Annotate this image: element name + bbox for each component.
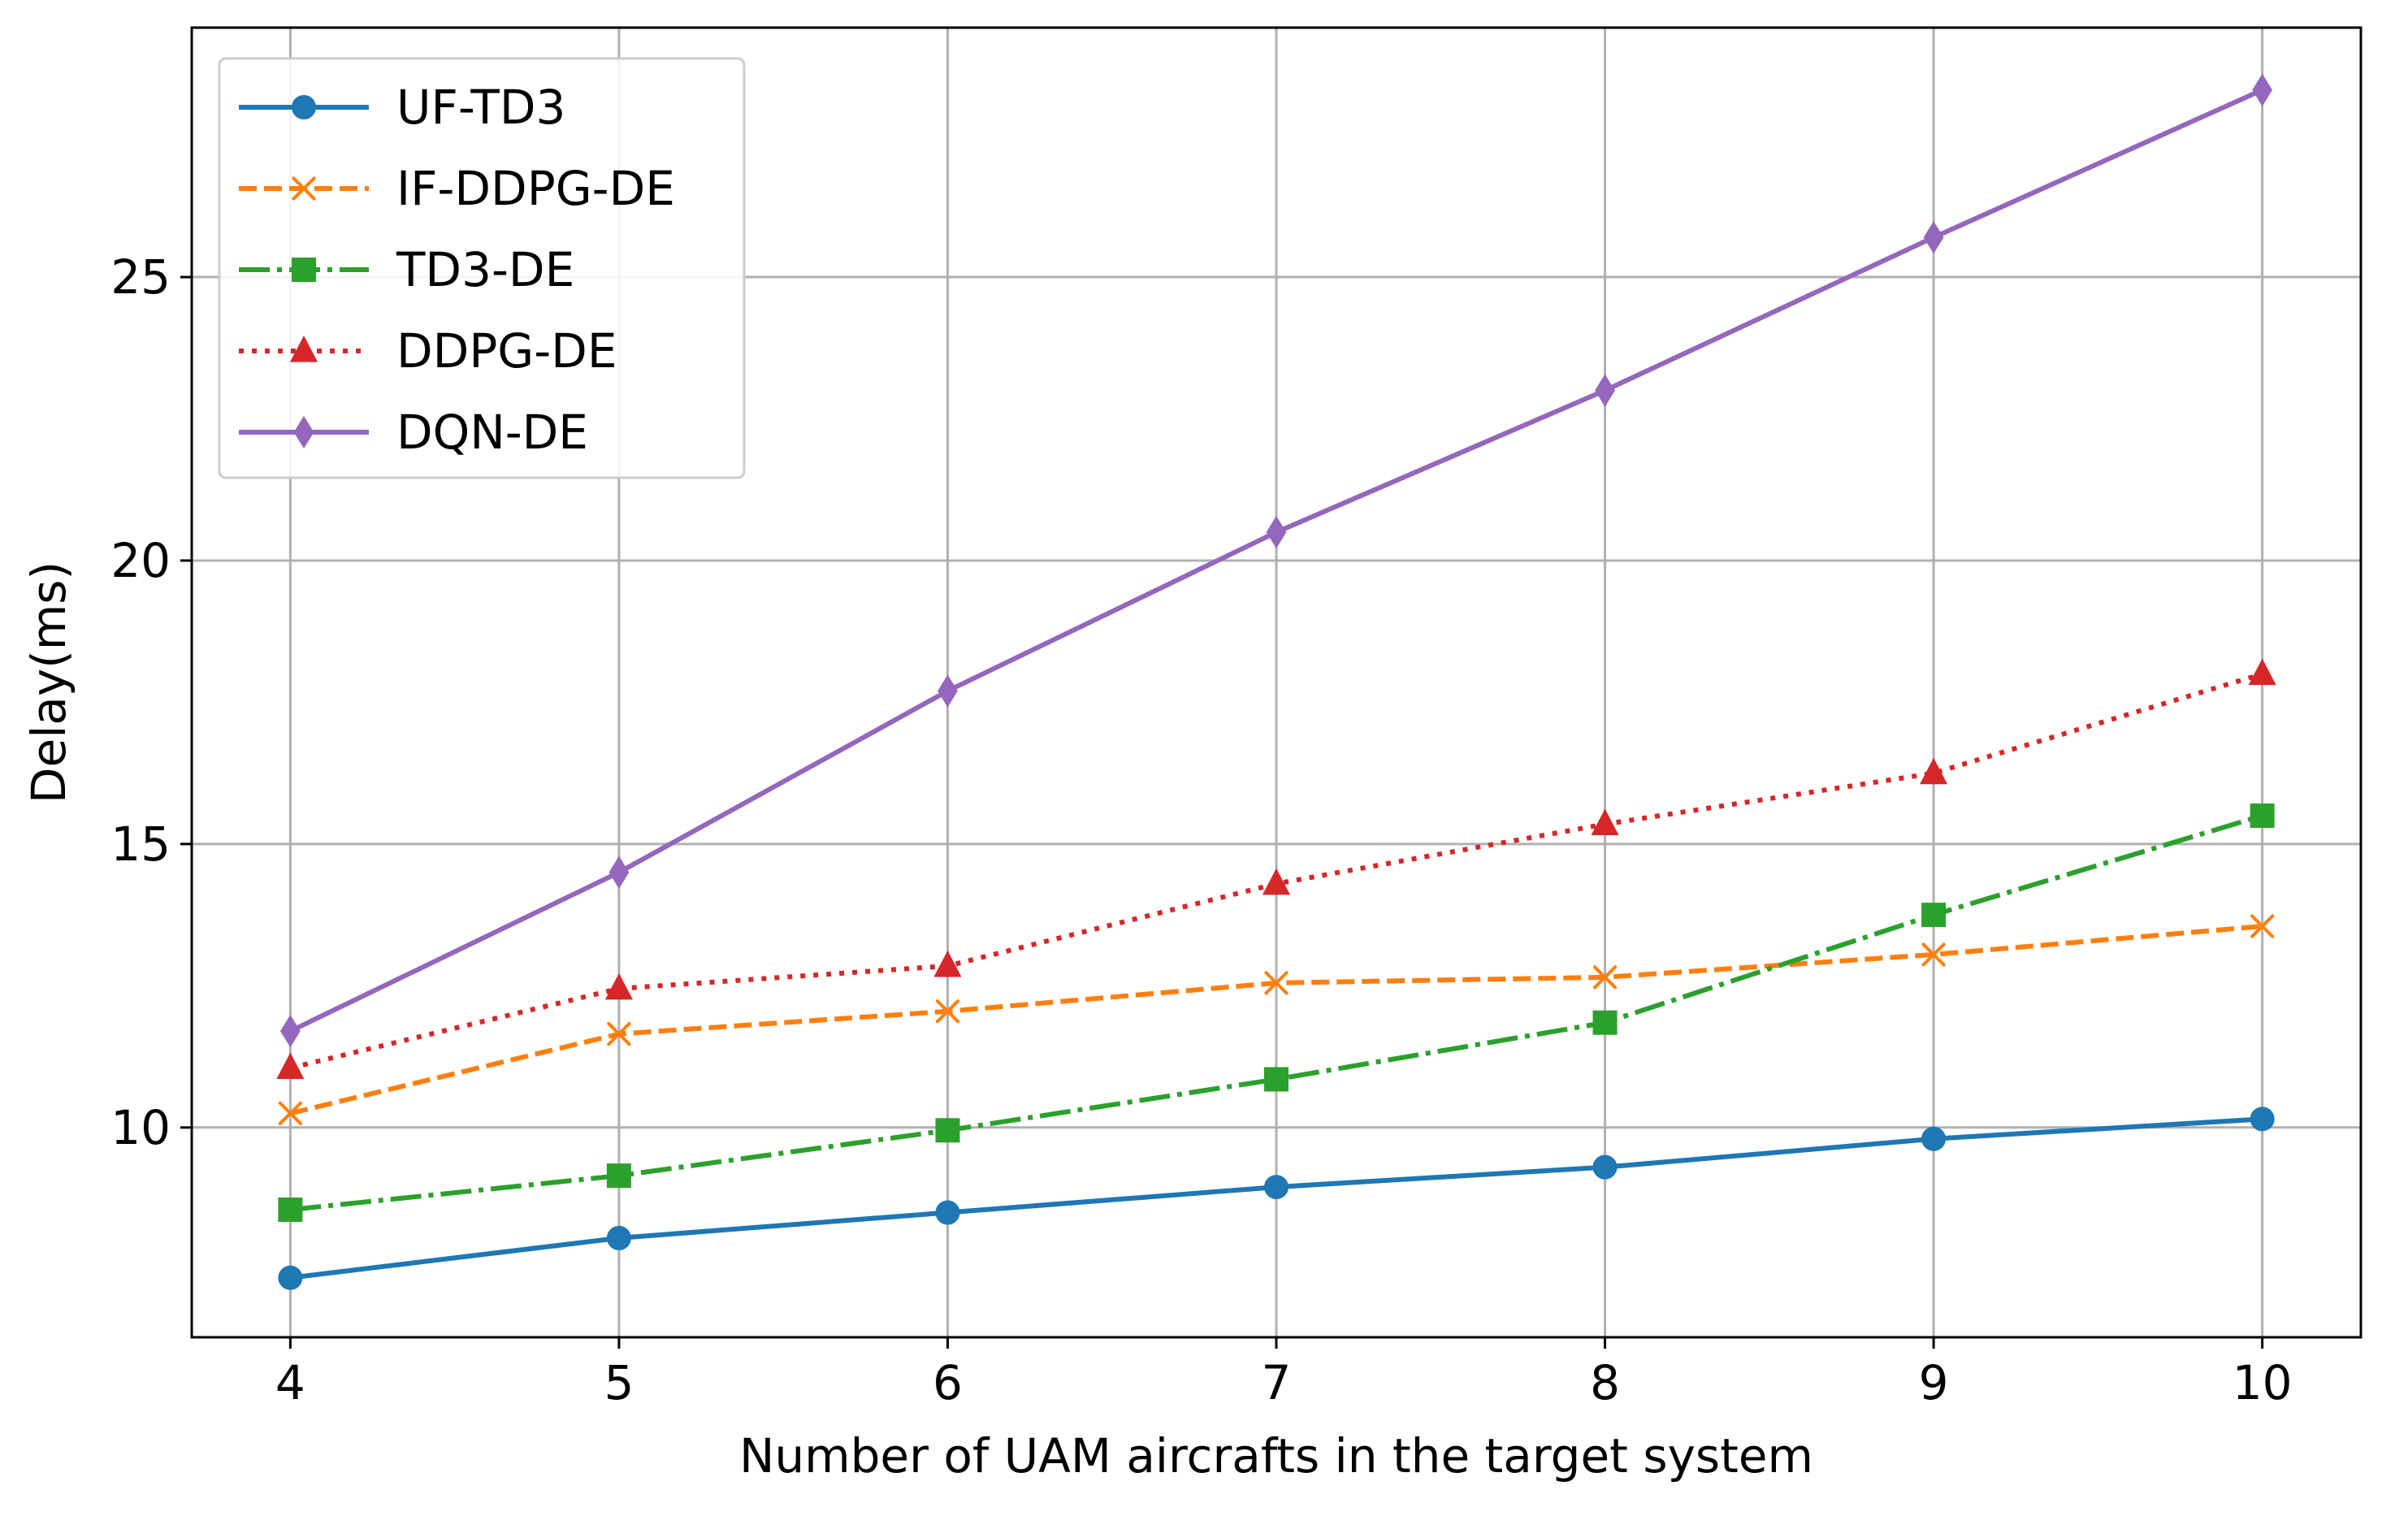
data-point xyxy=(606,1163,631,1189)
legend-marker xyxy=(292,258,316,282)
data-point xyxy=(278,1265,303,1290)
data-point xyxy=(278,1197,303,1222)
legend-label: UF-TD3 xyxy=(396,80,565,135)
data-point xyxy=(1921,903,1947,928)
data-point xyxy=(607,1022,631,1046)
data-point xyxy=(933,950,962,977)
data-point xyxy=(1264,971,1288,995)
legend-item: UF-TD3 xyxy=(239,80,565,135)
legend-item: DQN-DE xyxy=(239,405,588,460)
data-point xyxy=(1262,868,1291,895)
data-point xyxy=(2250,1107,2275,1132)
x-tick-label: 6 xyxy=(933,1355,963,1410)
data-point xyxy=(938,674,958,708)
data-point xyxy=(2250,803,2275,828)
y-tick-label: 25 xyxy=(110,249,171,305)
data-point xyxy=(2252,73,2273,106)
marker-x-stroke xyxy=(1592,965,1618,990)
legend: UF-TD3 IF-DDPG-DE TD3-DE DDPG-DE DQN-DE xyxy=(218,57,746,479)
legend-marker xyxy=(292,176,316,201)
data-point xyxy=(1595,374,1615,407)
legend-item: DDPG-DE xyxy=(239,323,617,379)
data-point xyxy=(1592,965,1618,990)
series-if-ddpg-de xyxy=(278,914,2275,1125)
legend-label: IF-DDPG-DE xyxy=(396,161,675,216)
data-point xyxy=(279,1015,301,1048)
data-point xyxy=(604,972,633,1000)
data-point xyxy=(2250,914,2275,938)
legend-marker xyxy=(289,336,318,362)
series-uf-td3 xyxy=(278,1107,2275,1290)
data-point xyxy=(935,1118,960,1143)
data-point xyxy=(608,855,630,889)
x-axis-label: Number of UAM aircrafts in the target sy… xyxy=(739,1428,1813,1484)
data-point xyxy=(1264,1067,1288,1092)
y-tick-label: 15 xyxy=(110,816,171,872)
data-point xyxy=(1591,808,1619,836)
data-point xyxy=(1266,515,1287,549)
y-tick-label: 20 xyxy=(110,533,171,588)
marker-x-stroke xyxy=(1921,942,1946,967)
data-point xyxy=(1920,757,1948,785)
data-point xyxy=(1592,1010,1618,1035)
series-ddpg-de xyxy=(276,658,2276,1080)
marker-x-stroke xyxy=(1264,971,1288,995)
data-point xyxy=(1921,1126,1947,1151)
marker-x-stroke xyxy=(935,999,960,1024)
marker-x-stroke xyxy=(607,1022,631,1046)
data-point xyxy=(935,999,960,1024)
x-tick-label: 8 xyxy=(1590,1355,1620,1410)
data-point xyxy=(276,1052,305,1080)
legend-label: DQN-DE xyxy=(396,405,588,460)
series-td3-de xyxy=(278,803,2275,1222)
data-point xyxy=(935,1200,960,1225)
legend-label: TD3-DE xyxy=(396,242,574,297)
x-tick-label: 10 xyxy=(2233,1355,2293,1410)
marker-x-stroke xyxy=(278,1101,302,1125)
series-group xyxy=(276,73,2276,1290)
axis-ticks: 4 5 6 7 8 9 10 10 15 20 25 xyxy=(110,249,2292,1410)
x-tick-label: 7 xyxy=(1262,1355,1292,1410)
y-tick-label: 10 xyxy=(110,1100,171,1155)
x-tick-label: 4 xyxy=(275,1355,305,1410)
legend-item: IF-DDPG-DE xyxy=(239,161,675,216)
marker-x-stroke xyxy=(292,176,316,201)
legend-label: DDPG-DE xyxy=(396,323,617,379)
x-tick-label: 5 xyxy=(604,1355,634,1410)
legend-item: TD3-DE xyxy=(239,242,574,297)
data-point xyxy=(1264,1175,1288,1200)
data-point xyxy=(1592,1154,1618,1180)
data-point xyxy=(278,1101,302,1125)
data-point xyxy=(1923,221,1944,254)
data-point xyxy=(2248,658,2276,686)
data-point xyxy=(1921,942,1946,967)
legend-marker xyxy=(292,95,316,119)
marker-x-stroke xyxy=(2250,914,2275,938)
legend-marker xyxy=(293,415,314,449)
data-point xyxy=(606,1225,631,1250)
x-tick-label: 9 xyxy=(1919,1355,1949,1410)
legend-frame xyxy=(218,57,746,479)
series-dqn-de xyxy=(279,73,2273,1048)
y-axis-label: Delay(ms) xyxy=(21,561,76,803)
